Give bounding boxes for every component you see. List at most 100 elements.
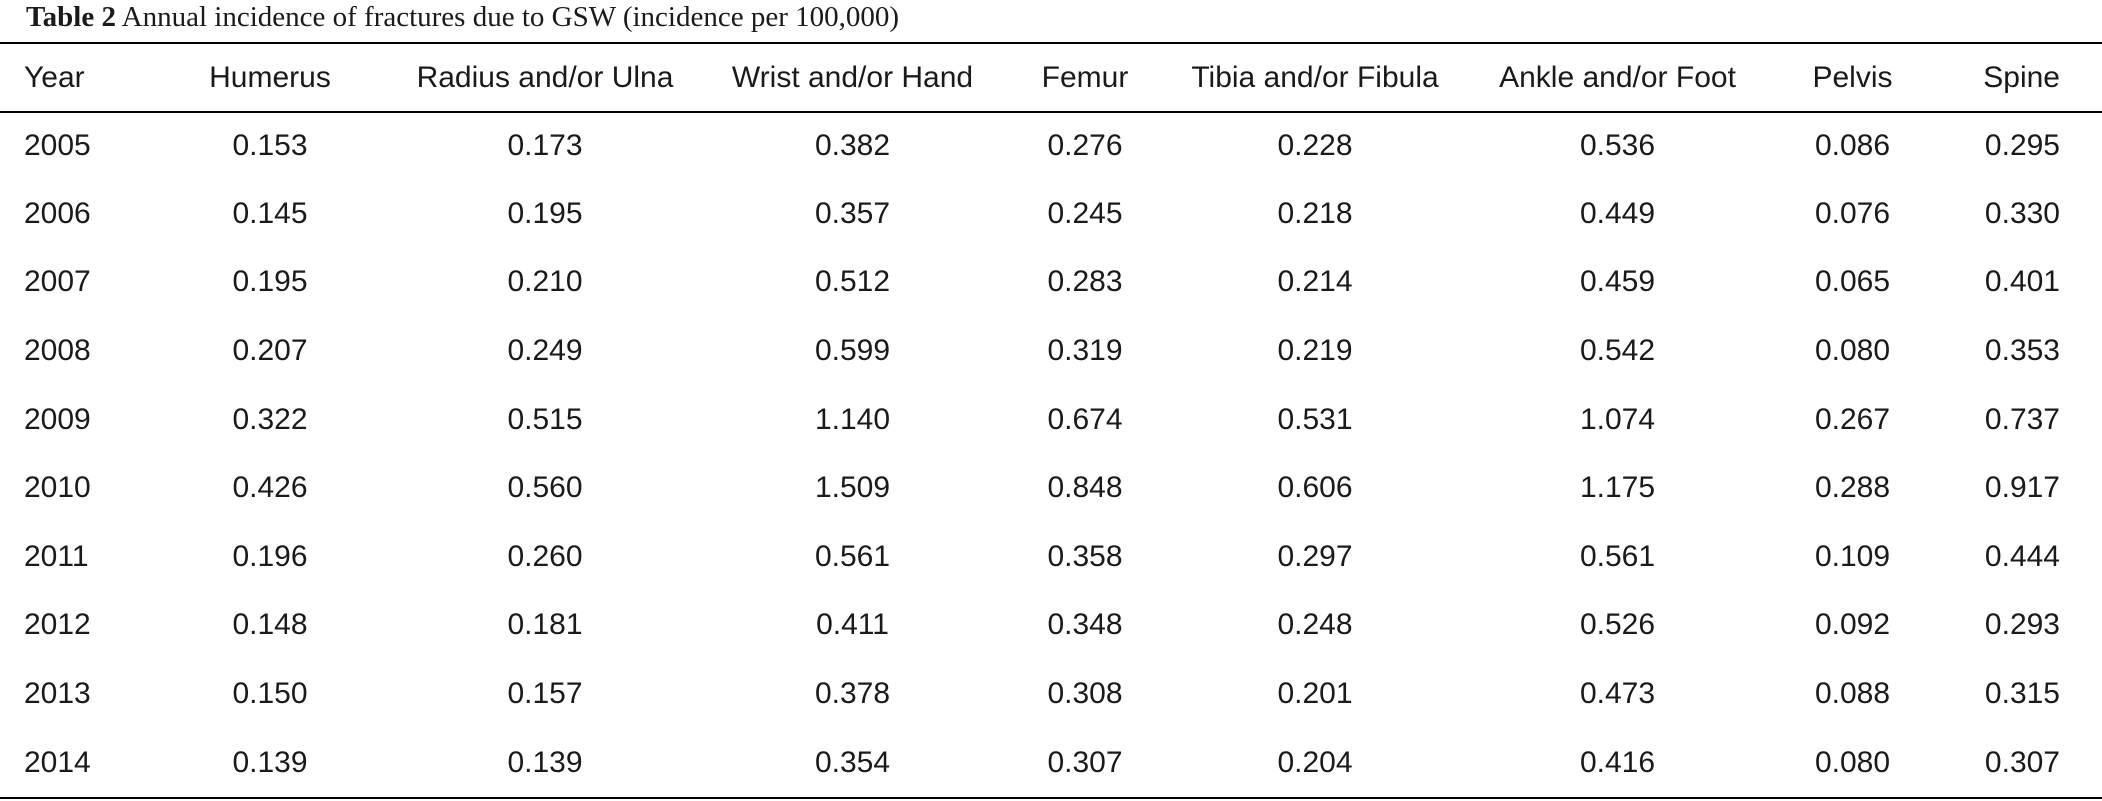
incidence-cell: 0.150 bbox=[232, 677, 308, 711]
table-row: 2006 0.145 0.195 0.357 0.245 0.218 0.449 0.076 0… bbox=[0, 180, 2102, 249]
incidence-cell: 0.201 bbox=[1277, 677, 1353, 711]
incidence-cell: 0.674 bbox=[1047, 402, 1123, 436]
incidence-cell: 0.526 bbox=[1579, 608, 1656, 642]
table-bottom-rule bbox=[0, 797, 2102, 799]
incidence-cell: 0.249 bbox=[507, 334, 583, 368]
column-header: Year bbox=[24, 60, 85, 94]
incidence-cell: 0.606 bbox=[1277, 471, 1353, 505]
incidence-cell: 0.139 bbox=[232, 745, 308, 779]
fracture-incidence-table: Year Humerus Radius and/or Ulna Wrist and/o… bbox=[0, 44, 2102, 797]
table-caption: Table 2 Annual incidence of fractures du… bbox=[26, 0, 899, 40]
year-cell: 2009 bbox=[24, 402, 91, 436]
incidence-cell: 0.560 bbox=[507, 471, 583, 505]
incidence-cell: 0.531 bbox=[1277, 402, 1353, 436]
incidence-cell: 0.065 bbox=[1814, 265, 1891, 299]
incidence-cell: 0.358 bbox=[1047, 539, 1123, 573]
incidence-cell: 0.737 bbox=[1984, 402, 2060, 436]
incidence-cell: 0.196 bbox=[232, 539, 308, 573]
column-header: Ankle and/or Foot bbox=[1499, 60, 1736, 94]
incidence-cell: 0.444 bbox=[1984, 539, 2060, 573]
incidence-cell: 0.416 bbox=[1579, 745, 1656, 779]
incidence-cell: 0.917 bbox=[1984, 471, 2060, 505]
incidence-cell: 0.148 bbox=[232, 608, 308, 642]
incidence-cell: 0.542 bbox=[1579, 334, 1656, 368]
incidence-cell: 0.088 bbox=[1814, 677, 1891, 711]
incidence-cell: 0.848 bbox=[1047, 471, 1123, 505]
incidence-cell: 1.140 bbox=[814, 402, 891, 436]
table-body: 2005 0.153 0.173 0.382 0.276 0.228 0.536 0.086 0… bbox=[0, 111, 2102, 797]
incidence-cell: 0.283 bbox=[1047, 265, 1123, 299]
incidence-cell: 0.145 bbox=[232, 196, 308, 230]
table-row: 2013 0.150 0.157 0.378 0.308 0.201 0.473 0.088 0… bbox=[0, 660, 2102, 729]
incidence-cell: 0.515 bbox=[507, 402, 583, 436]
incidence-cell: 0.086 bbox=[1814, 129, 1891, 163]
incidence-cell: 0.204 bbox=[1277, 745, 1353, 779]
incidence-cell: 0.195 bbox=[507, 196, 583, 230]
table-row: 2014 0.139 0.139 0.354 0.307 0.204 0.416 0.080 0… bbox=[0, 728, 2102, 797]
column-header: Radius and/or Ulna bbox=[416, 60, 674, 94]
table-caption-label: Table 2 bbox=[26, 1, 116, 33]
column-header: Tibia and/or Fibula bbox=[1191, 60, 1439, 94]
table-header-rule bbox=[0, 111, 2102, 113]
incidence-cell: 0.267 bbox=[1814, 402, 1891, 436]
column-header: Humerus bbox=[209, 60, 331, 94]
column-header: Wrist and/or Hand bbox=[731, 60, 974, 94]
incidence-cell: 0.561 bbox=[814, 539, 891, 573]
table-row: 2008 0.207 0.249 0.599 0.319 0.219 0.542 0.080 0… bbox=[0, 317, 2102, 386]
incidence-cell: 1.175 bbox=[1579, 471, 1656, 505]
incidence-cell: 0.561 bbox=[1579, 539, 1656, 573]
year-cell: 2007 bbox=[24, 265, 91, 299]
incidence-cell: 0.459 bbox=[1579, 265, 1656, 299]
table-header: Year Humerus Radius and/or Ulna Wrist and/o… bbox=[0, 44, 2102, 111]
incidence-cell: 0.260 bbox=[507, 539, 583, 573]
incidence-cell: 0.076 bbox=[1814, 196, 1891, 230]
incidence-cell: 0.276 bbox=[1047, 129, 1123, 163]
incidence-cell: 0.214 bbox=[1277, 265, 1353, 299]
incidence-cell: 0.207 bbox=[232, 334, 308, 368]
table-row: 2010 0.426 0.560 1.509 0.848 0.606 1.175 0.288 0… bbox=[0, 454, 2102, 523]
year-cell: 2013 bbox=[24, 677, 91, 711]
table-top-rule bbox=[0, 42, 2102, 44]
year-cell: 2006 bbox=[24, 196, 91, 230]
table-row: 2007 0.195 0.210 0.512 0.283 0.214 0.459 0.065 0… bbox=[0, 248, 2102, 317]
incidence-cell: 0.297 bbox=[1277, 539, 1353, 573]
table-row: 2011 0.196 0.260 0.561 0.358 0.297 0.561 0.109 0… bbox=[0, 523, 2102, 592]
incidence-cell: 0.307 bbox=[1047, 745, 1123, 779]
incidence-cell: 0.293 bbox=[1984, 608, 2060, 642]
incidence-cell: 0.536 bbox=[1579, 129, 1656, 163]
incidence-cell: 0.315 bbox=[1984, 677, 2060, 711]
year-cell: 2014 bbox=[24, 745, 91, 779]
incidence-cell: 0.330 bbox=[1984, 196, 2060, 230]
incidence-cell: 0.348 bbox=[1047, 608, 1123, 642]
table-caption-text: Annual incidence of fractures due to GSW… bbox=[121, 1, 900, 33]
year-cell: 2012 bbox=[24, 608, 91, 642]
incidence-cell: 0.426 bbox=[232, 471, 308, 505]
incidence-cell: 0.288 bbox=[1814, 471, 1891, 505]
incidence-cell: 0.218 bbox=[1277, 196, 1353, 230]
incidence-cell: 0.139 bbox=[507, 745, 583, 779]
year-cell: 2010 bbox=[24, 471, 91, 505]
year-cell: 2011 bbox=[24, 539, 89, 573]
table-header-row: Year Humerus Radius and/or Ulna Wrist and/o… bbox=[0, 44, 2102, 111]
column-header: Pelvis bbox=[1812, 60, 1893, 94]
incidence-cell: 0.411 bbox=[816, 608, 889, 642]
incidence-cell: 0.354 bbox=[814, 745, 891, 779]
incidence-cell: 0.080 bbox=[1814, 334, 1891, 368]
incidence-cell: 0.219 bbox=[1277, 334, 1353, 368]
incidence-cell: 0.382 bbox=[814, 129, 891, 163]
incidence-cell: 0.322 bbox=[232, 402, 308, 436]
incidence-cell: 0.109 bbox=[1814, 539, 1891, 573]
incidence-cell: 0.357 bbox=[814, 196, 891, 230]
table-row: 2009 0.322 0.515 1.140 0.674 0.531 1.074 0.267 0… bbox=[0, 385, 2102, 454]
incidence-cell: 0.307 bbox=[1984, 745, 2060, 779]
incidence-cell: 0.378 bbox=[814, 677, 891, 711]
table-row: 2005 0.153 0.173 0.382 0.276 0.228 0.536 0.086 0… bbox=[0, 111, 2102, 180]
incidence-cell: 0.512 bbox=[814, 265, 891, 299]
incidence-cell: 0.353 bbox=[1984, 334, 2060, 368]
year-cell: 2005 bbox=[24, 129, 91, 163]
incidence-cell: 0.228 bbox=[1277, 129, 1353, 163]
incidence-cell: 0.401 bbox=[1984, 265, 2060, 299]
incidence-cell: 1.509 bbox=[814, 471, 891, 505]
incidence-cell: 0.473 bbox=[1579, 677, 1656, 711]
incidence-cell: 0.295 bbox=[1984, 129, 2060, 163]
